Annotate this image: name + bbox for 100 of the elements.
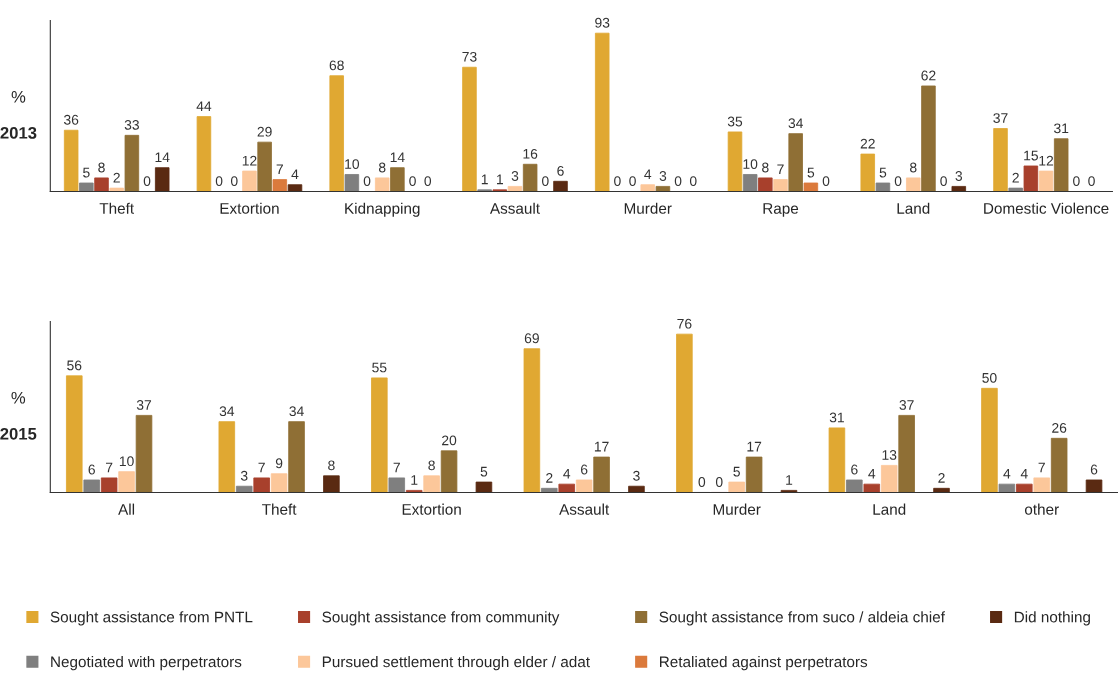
data-label: 0 [940, 176, 947, 186]
data-label: 1 [786, 475, 793, 485]
legend-label: Sought assistance from PNTL [50, 611, 253, 626]
data-label: 4 [1003, 468, 1011, 479]
data-label: 34 [219, 406, 235, 417]
data-label: 0 [1073, 176, 1080, 186]
data-label: 5 [807, 167, 815, 178]
legend-label: Did nothing [1014, 611, 1090, 626]
text: 2015 [0, 427, 37, 440]
data-label: 12 [1039, 155, 1054, 166]
x-tick-label: Kidnapping [345, 202, 420, 217]
data-label: 5 [480, 466, 488, 477]
data-label: 8 [328, 460, 335, 471]
data-label: 0 [409, 176, 416, 186]
data-label: 0 [1088, 176, 1095, 186]
x-tick-label: Murder [713, 503, 761, 515]
data-label: 3 [633, 470, 640, 481]
data-label: 0 [689, 176, 697, 186]
data-label: 4 [644, 169, 652, 180]
data-label: 6 [851, 464, 858, 475]
data-label: 6 [581, 464, 588, 475]
x-tick-label: Murder [624, 202, 672, 214]
data-label: 31 [1054, 123, 1069, 134]
data-label: 3 [511, 171, 519, 181]
data-label: 73 [462, 51, 477, 62]
data-label: 5 [733, 466, 740, 477]
data-label: 8 [98, 162, 105, 173]
y-axis-title: % [11, 391, 26, 404]
x-tick-label: Theft [262, 503, 297, 515]
data-label: 10 [743, 159, 758, 169]
y-axis-title: % [11, 91, 26, 103]
data-label: 7 [777, 164, 784, 174]
data-label: 0 [424, 176, 432, 186]
data-label: 6 [557, 165, 564, 176]
x-tick-label: Land [897, 202, 930, 214]
x-tick-label: Extortion [220, 202, 279, 214]
data-label: 14 [155, 152, 170, 163]
data-label: 50 [982, 372, 997, 383]
data-label: 3 [955, 171, 963, 181]
data-label: 2 [113, 172, 120, 183]
data-label: 76 [677, 318, 692, 329]
data-label: 4 [291, 169, 299, 180]
data-label: 10 [119, 456, 134, 467]
legend-label: Sought assistance from suco / aldeia chief [659, 611, 945, 626]
data-label: 1 [497, 174, 503, 185]
data-label: 35 [727, 116, 743, 127]
data-label: 0 [230, 176, 238, 186]
data-label: 8 [378, 162, 386, 173]
data-label: 13 [882, 450, 897, 460]
data-label: 6 [1090, 464, 1098, 475]
data-label: 37 [993, 113, 1008, 123]
data-label: 8 [762, 162, 769, 173]
x-tick-label: Theft [99, 202, 134, 214]
data-label: 7 [276, 164, 283, 174]
data-label: 0 [143, 176, 151, 186]
data-label: 5 [879, 167, 887, 178]
text: 2013 [0, 126, 37, 139]
data-label: 0 [629, 176, 636, 186]
data-label: 37 [899, 400, 914, 410]
data-label: 26 [1052, 422, 1067, 433]
data-label: 2 [938, 472, 945, 483]
data-label: 0 [715, 477, 723, 487]
data-label: 17 [594, 441, 609, 452]
data-label: 0 [363, 176, 371, 186]
data-label: 69 [524, 333, 539, 344]
data-label: 62 [921, 70, 936, 81]
data-label: 1 [481, 174, 488, 185]
data-label: 5 [83, 167, 90, 178]
data-label: 29 [257, 126, 272, 137]
data-label: 0 [894, 176, 902, 186]
x-tick-label: other [1024, 503, 1059, 515]
data-label: 36 [63, 114, 79, 125]
data-label: 22 [860, 138, 875, 149]
data-label: 7 [105, 462, 113, 473]
data-label: 10 [345, 159, 360, 169]
data-label: 6 [88, 464, 95, 475]
data-label: 9 [275, 458, 283, 469]
x-tick-label: Assault [489, 202, 540, 214]
data-label: 34 [788, 118, 803, 129]
data-label: 16 [523, 148, 538, 159]
data-label: 4 [1020, 468, 1028, 479]
data-label: 7 [393, 462, 400, 473]
legend-label: Negotiated with perpetrators [51, 656, 242, 671]
data-label: 0 [822, 176, 830, 186]
data-label: 0 [674, 176, 682, 186]
data-label: 12 [242, 155, 257, 166]
data-label: 34 [289, 406, 304, 417]
data-label: 1 [411, 475, 418, 485]
data-label: 33 [124, 119, 139, 130]
data-label: 68 [329, 60, 344, 71]
data-label: 17 [747, 441, 762, 452]
data-label: 44 [196, 101, 212, 111]
data-label: 37 [136, 400, 152, 410]
data-label: 3 [659, 171, 667, 181]
data-label: 0 [542, 176, 549, 186]
data-label: 20 [442, 435, 457, 446]
data-label: 15 [1024, 150, 1038, 161]
data-label: 31 [829, 412, 844, 423]
legend-label: Retaliated against perpetrators [660, 656, 868, 671]
legend-label: Pursued settlement through elder / adat [322, 656, 590, 671]
